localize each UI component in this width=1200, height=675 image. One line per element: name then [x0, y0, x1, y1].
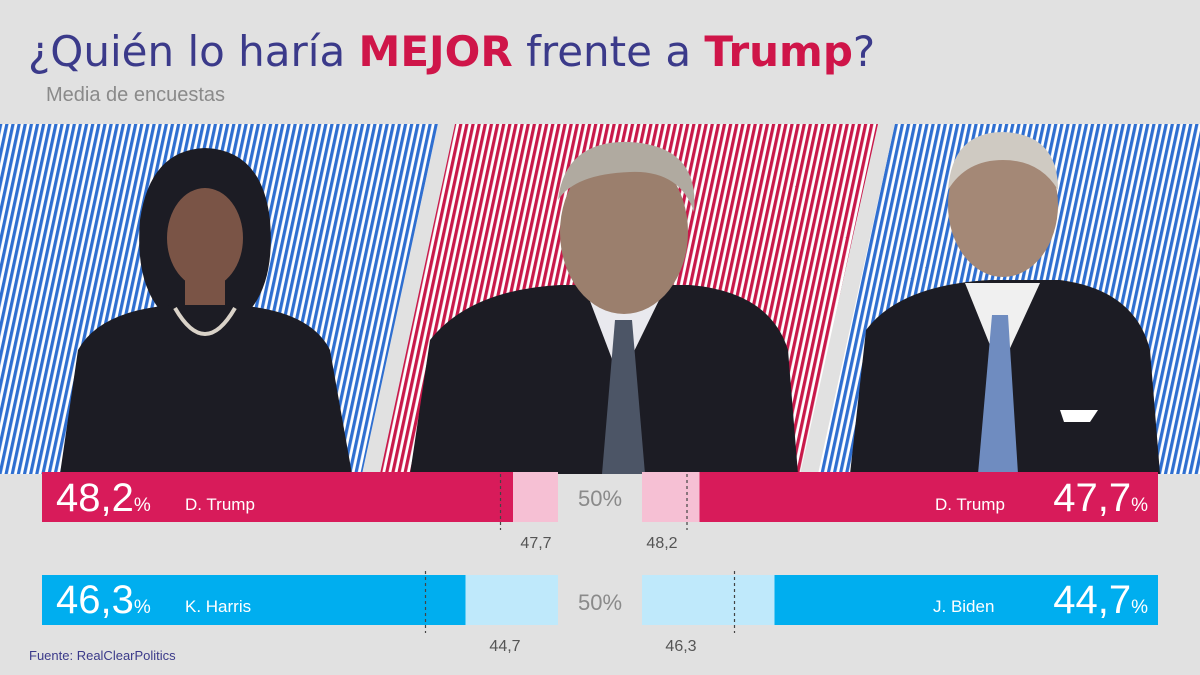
poll-bars-chart: [42, 472, 1158, 633]
title-part3: ?: [852, 27, 876, 76]
right-bar-row-0: [699, 472, 1158, 522]
trump-photo: [410, 141, 798, 474]
center-50-label-trump-row: 50%: [577, 486, 623, 511]
chart-title: ¿Quién lo haría MEJOR frente a Trump?: [28, 22, 875, 82]
center-50-label-dem-row: 50%: [577, 590, 623, 615]
candidate-photos-panel: [0, 124, 1200, 474]
ref-label-left-trump: 47,7: [520, 535, 552, 552]
harris-race-trump-name: D. Trump: [185, 495, 255, 514]
harris-race-harris-value: 46,3%: [56, 578, 151, 622]
title-em-trump: Trump: [704, 27, 853, 76]
left-bar-row-1: [42, 575, 466, 625]
right-bar-row-1: [774, 575, 1158, 625]
title-part1: ¿Quién lo haría: [28, 27, 359, 76]
ref-label-left-dem: 44,7: [489, 638, 521, 655]
harris-photo: [60, 148, 352, 474]
biden-race-trump-value: 47,7%: [1053, 476, 1148, 520]
biden-race-trump-name: D. Trump: [935, 495, 1005, 514]
ref-label-right-dem: 46,3: [665, 638, 697, 655]
harris-race-trump-value: 48,2%: [56, 476, 151, 520]
biden-race-biden-name: J. Biden: [933, 597, 995, 616]
title-part2: frente a: [512, 27, 705, 76]
source-note: Fuente: RealClearPolitics: [29, 648, 176, 663]
biden-race-biden-value: 44,7%: [1053, 578, 1148, 622]
title-em-mejor: MEJOR: [358, 27, 513, 76]
chart-subtitle: Media de encuestas: [46, 84, 226, 106]
ref-label-right-trump: 48,2: [646, 535, 678, 552]
harris-race-harris-name: K. Harris: [185, 597, 252, 616]
biden-photo: [850, 132, 1160, 474]
left-bar-row-0: [42, 472, 513, 522]
